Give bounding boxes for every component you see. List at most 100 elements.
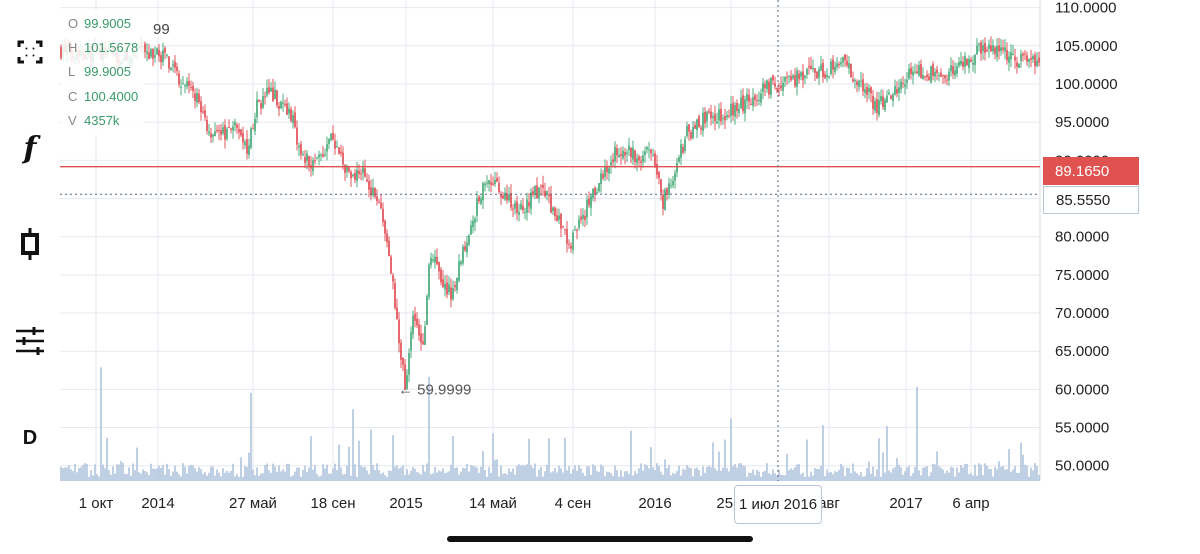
candle-body <box>632 147 634 160</box>
volume-bar <box>408 474 410 481</box>
volume-bar <box>512 468 514 481</box>
candle-body <box>154 55 156 58</box>
drawing-tool-button[interactable]: D <box>10 418 50 458</box>
volume-bar <box>662 474 664 481</box>
volume-bar <box>984 463 986 481</box>
volume-bar <box>956 467 958 481</box>
candle-body <box>962 61 964 67</box>
candle-body <box>626 152 628 155</box>
candle-body <box>966 59 968 66</box>
x-tick-label: 2017 <box>889 495 922 512</box>
candle-body <box>816 71 818 79</box>
candle-body <box>174 61 176 68</box>
volume-bar <box>812 475 814 481</box>
volume-bar <box>304 465 306 481</box>
volume-bar <box>416 472 418 481</box>
candle-body <box>960 60 962 65</box>
volume-bar <box>432 473 434 481</box>
volume-bar <box>206 475 208 481</box>
volume-bar <box>828 472 830 481</box>
volume-bar <box>1016 472 1018 481</box>
volume-bar <box>422 464 424 481</box>
candle-body <box>358 170 360 174</box>
candle-body <box>408 353 410 375</box>
candle-body <box>624 152 626 156</box>
volume-bar <box>494 459 496 481</box>
volume-bar <box>180 476 182 481</box>
volume-bar <box>664 459 666 481</box>
candle-body <box>362 167 364 173</box>
volume-bar <box>692 476 694 481</box>
candle-body <box>572 232 574 250</box>
function-tool-button[interactable]: f <box>10 128 50 168</box>
candle-body <box>1036 60 1038 66</box>
volume-bar <box>464 468 466 481</box>
volume-bar <box>76 472 78 481</box>
volume-bar <box>942 469 944 481</box>
volume-bar <box>344 473 346 481</box>
volume-bar <box>894 467 896 481</box>
volume-bar <box>582 472 584 481</box>
candle-body <box>406 375 408 390</box>
crosshair-tool-button[interactable] <box>10 32 50 72</box>
candle-body <box>204 110 206 118</box>
volume-bar <box>722 467 724 481</box>
candle-body <box>720 108 722 122</box>
volume-bar <box>320 475 322 481</box>
settings-tool-button[interactable] <box>10 321 50 361</box>
volume-bar <box>830 471 832 481</box>
volume-bar <box>518 464 520 481</box>
volume-bar <box>628 474 630 481</box>
volume-bar <box>600 464 602 481</box>
volume-bar <box>388 470 390 481</box>
volume-bar <box>112 466 114 481</box>
volume-bar <box>264 465 266 481</box>
candle-body <box>352 174 354 176</box>
candle-body <box>952 66 954 75</box>
candle-body <box>732 102 734 116</box>
candle-body <box>836 63 838 68</box>
volume-bar <box>946 470 948 481</box>
volume-bar <box>234 476 236 481</box>
volume-bar <box>532 467 534 481</box>
volume-bar <box>162 464 164 481</box>
y-tick-label: 110.0000 <box>1055 0 1116 17</box>
candle-body <box>542 184 544 188</box>
volume-bar <box>644 464 646 481</box>
volume-bar <box>864 476 866 481</box>
candle-body <box>630 147 632 158</box>
candle-body <box>706 111 708 122</box>
volume-bar <box>580 468 582 481</box>
candle-body <box>776 87 778 90</box>
volume-bar <box>436 472 438 481</box>
volume-bar <box>490 472 492 481</box>
volume-bar <box>148 475 150 481</box>
volume-bar <box>596 471 598 481</box>
volume-bar <box>434 466 436 481</box>
volume-bar <box>338 444 340 481</box>
candle-body <box>160 55 162 63</box>
volume-bar <box>794 467 796 481</box>
candle-body <box>176 66 178 71</box>
ohlc-value: 101.5678 <box>84 40 139 56</box>
volume-bar <box>606 471 608 481</box>
candle-body <box>440 269 442 283</box>
volume-bar <box>128 467 130 481</box>
candlestick-tool-button[interactable] <box>10 224 50 264</box>
home-indicator[interactable] <box>447 536 753 542</box>
candle-body <box>294 112 296 128</box>
volume-bar <box>566 470 568 481</box>
candle-body <box>402 357 404 365</box>
candle-body <box>554 207 556 216</box>
candle-body <box>654 153 656 167</box>
volume-bar <box>960 465 962 481</box>
volume-bar <box>612 475 614 481</box>
candle-body <box>376 196 378 202</box>
volume-bar <box>188 465 190 481</box>
min-price-marker: ← 59.9999 <box>398 381 471 398</box>
volume-bar <box>708 465 710 481</box>
candle-body <box>874 101 876 111</box>
candle-body <box>284 103 286 105</box>
volume-bar <box>868 461 870 481</box>
